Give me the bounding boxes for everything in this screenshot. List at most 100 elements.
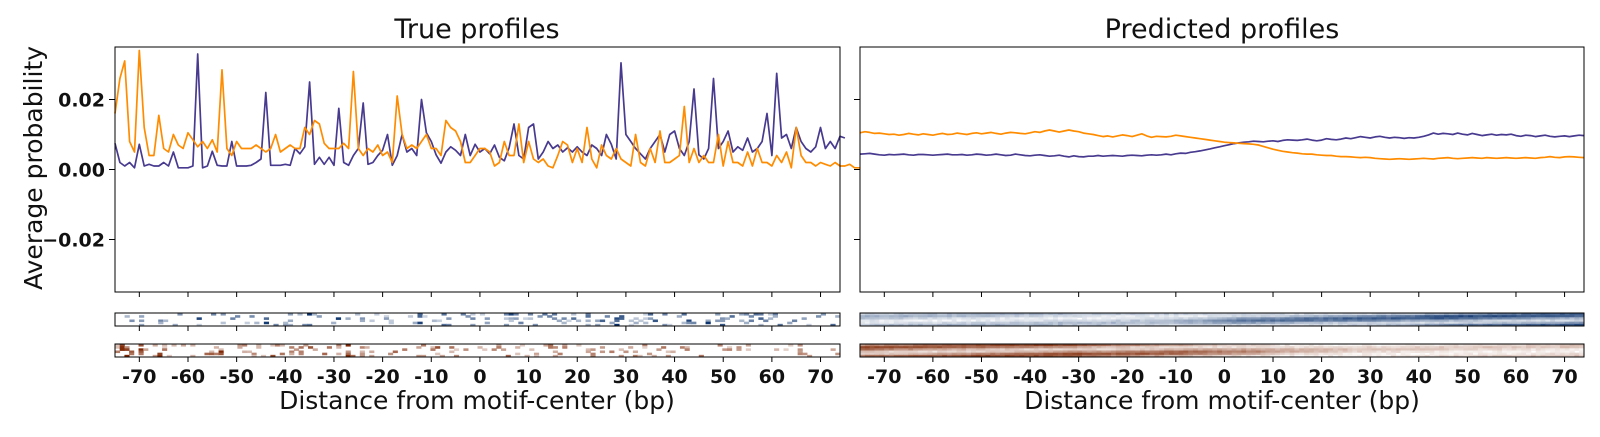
right-minus-heatmap-cell bbox=[1014, 346, 1020, 349]
right-minus-heatmap-cell bbox=[1521, 344, 1527, 347]
right-minus-heatmap-cell bbox=[1545, 348, 1551, 351]
left-minus-heatmap-cell bbox=[251, 352, 257, 356]
right-minus-heatmap-cell bbox=[898, 348, 904, 351]
right-plus-heatmap-cell bbox=[966, 323, 972, 327]
right-minus-heatmap-cell bbox=[985, 352, 991, 356]
right-minus-heatmap-cell bbox=[971, 352, 977, 356]
right-minus-heatmap-cell bbox=[1333, 348, 1339, 351]
left-minus-heatmap-cell bbox=[119, 348, 125, 351]
right-minus-heatmap-cell bbox=[966, 346, 972, 349]
right-minus-heatmap-cell bbox=[1250, 348, 1257, 351]
right-plus-heatmap-cell bbox=[903, 313, 909, 316]
left-minus-heatmap-cell bbox=[788, 344, 794, 347]
main-axes-frame bbox=[859, 46, 1585, 293]
right-plus-heatmap-cell bbox=[913, 319, 919, 323]
right-minus-heatmap-cell bbox=[1202, 350, 1208, 354]
left-minus-heatmap-cell bbox=[421, 344, 427, 347]
right-minus-heatmap-cell bbox=[1275, 348, 1281, 351]
left-plus-heatmap-cell bbox=[508, 317, 514, 320]
right-minus-heatmap-cell bbox=[961, 350, 967, 354]
right-plus-heatmap-cell bbox=[1193, 317, 1199, 320]
right-minus-heatmap-cell bbox=[1004, 354, 1011, 358]
right-minus-heatmap-cell bbox=[1028, 348, 1035, 351]
right-plus-heatmap-cell bbox=[1366, 317, 1373, 320]
right-plus-heatmap-cell bbox=[1308, 323, 1315, 327]
right-minus-heatmap-cell bbox=[995, 352, 1001, 356]
right-minus-heatmap-cell bbox=[917, 348, 924, 351]
right-plus-heatmap-cell bbox=[1086, 319, 1093, 323]
left-plus-heatmap-cell bbox=[129, 319, 135, 323]
left-plus-heatmap-cell bbox=[729, 315, 735, 318]
right-plus-heatmap-cell bbox=[961, 321, 967, 325]
right-plus-heatmap-cell bbox=[913, 321, 919, 325]
right-plus-heatmap-cell bbox=[1337, 313, 1344, 316]
right-plus-heatmap-cell bbox=[1265, 313, 1271, 316]
right-plus-heatmap-cell bbox=[1390, 319, 1397, 323]
right-plus-heatmap-cell bbox=[1366, 313, 1373, 316]
x-tick-label: -10 bbox=[1159, 366, 1193, 388]
right-plus-heatmap-cell bbox=[1014, 313, 1020, 316]
left-plus-heatmap-cell bbox=[705, 321, 711, 325]
right-plus-heatmap-cell bbox=[1004, 315, 1011, 318]
right-minus-heatmap-cell bbox=[884, 346, 890, 349]
right-minus-heatmap-cell bbox=[917, 350, 924, 354]
right-minus-heatmap-cell bbox=[1188, 354, 1194, 358]
right-minus-heatmap-cell bbox=[961, 354, 967, 358]
right-plus-heatmap-cell bbox=[1555, 323, 1561, 327]
right-minus-heatmap-cell bbox=[1376, 344, 1382, 347]
right-plus-heatmap-cell bbox=[1028, 319, 1035, 323]
left-minus-heatmap-cell bbox=[129, 352, 135, 356]
right-minus-heatmap-cell bbox=[1159, 346, 1165, 349]
right-plus-heatmap-cell bbox=[1434, 321, 1440, 325]
right-plus-heatmap-cell bbox=[1043, 323, 1049, 327]
right-minus-heatmap-cell bbox=[1366, 354, 1373, 358]
left-plus-heatmap-cell bbox=[163, 319, 169, 323]
right-plus-heatmap-cell bbox=[1086, 317, 1093, 320]
right-minus-heatmap-cell bbox=[1236, 346, 1242, 349]
right-plus-heatmap-cell bbox=[1386, 317, 1392, 320]
right-plus-heatmap-cell bbox=[971, 319, 977, 323]
right-minus-heatmap-cell bbox=[1453, 348, 1459, 351]
left-minus-heatmap-cell bbox=[670, 350, 676, 354]
left-minus-heatmap-cell bbox=[449, 350, 455, 354]
right-plus-heatmap-cell bbox=[1250, 317, 1257, 320]
right-plus-heatmap-cell bbox=[1458, 319, 1464, 323]
right-plus-heatmap-cell bbox=[1400, 323, 1406, 327]
right-minus-heatmap-cell bbox=[1125, 346, 1131, 349]
predicted-plus-heatmap bbox=[860, 313, 1585, 327]
left-minus-heatmap-cell bbox=[152, 344, 158, 347]
right-minus-heatmap-cell bbox=[1448, 344, 1455, 347]
right-minus-heatmap-cell bbox=[1444, 346, 1450, 349]
right-plus-heatmap-cell bbox=[1333, 319, 1339, 323]
right-minus-heatmap-cell bbox=[1115, 350, 1122, 354]
left-plus-heatmap-cell bbox=[479, 313, 486, 316]
right-plus-heatmap-cell bbox=[1501, 321, 1508, 325]
left-minus-heatmap-cell bbox=[548, 346, 554, 349]
left-minus-heatmap-cell bbox=[533, 352, 540, 356]
strand-plus-line bbox=[114, 53, 846, 169]
right-plus-heatmap-cell bbox=[1178, 317, 1184, 320]
x-tick-label: 10 bbox=[1260, 366, 1286, 388]
right-plus-heatmap-cell bbox=[1376, 317, 1382, 320]
left-plus-heatmap-cell bbox=[470, 317, 476, 320]
right-plus-heatmap-cell bbox=[1038, 319, 1044, 323]
right-plus-heatmap-cell bbox=[975, 315, 982, 318]
right-plus-heatmap-cell bbox=[951, 323, 957, 327]
right-minus-heatmap-cell bbox=[1477, 346, 1484, 349]
right-minus-heatmap-cell bbox=[1386, 346, 1392, 349]
right-minus-heatmap-cell bbox=[903, 350, 909, 354]
right-minus-heatmap-cell bbox=[1530, 352, 1537, 356]
left-plus-heatmap-cell bbox=[503, 317, 510, 320]
right-plus-heatmap-cell bbox=[1101, 315, 1107, 318]
left-minus-heatmap-cell bbox=[745, 348, 751, 351]
right-minus-heatmap-cell bbox=[913, 344, 919, 347]
right-plus-heatmap-cell bbox=[1231, 319, 1237, 323]
right-minus-heatmap-cell bbox=[1313, 346, 1319, 349]
right-minus-heatmap-cell bbox=[1043, 352, 1049, 356]
right-minus-heatmap-cell bbox=[1564, 350, 1570, 354]
right-minus-heatmap-cell bbox=[1304, 354, 1310, 358]
right-minus-heatmap-cell bbox=[966, 348, 972, 351]
right-minus-heatmap-cell bbox=[1149, 346, 1155, 349]
right-minus-heatmap-cell bbox=[1516, 354, 1522, 358]
right-minus-heatmap-cell bbox=[1043, 348, 1049, 351]
